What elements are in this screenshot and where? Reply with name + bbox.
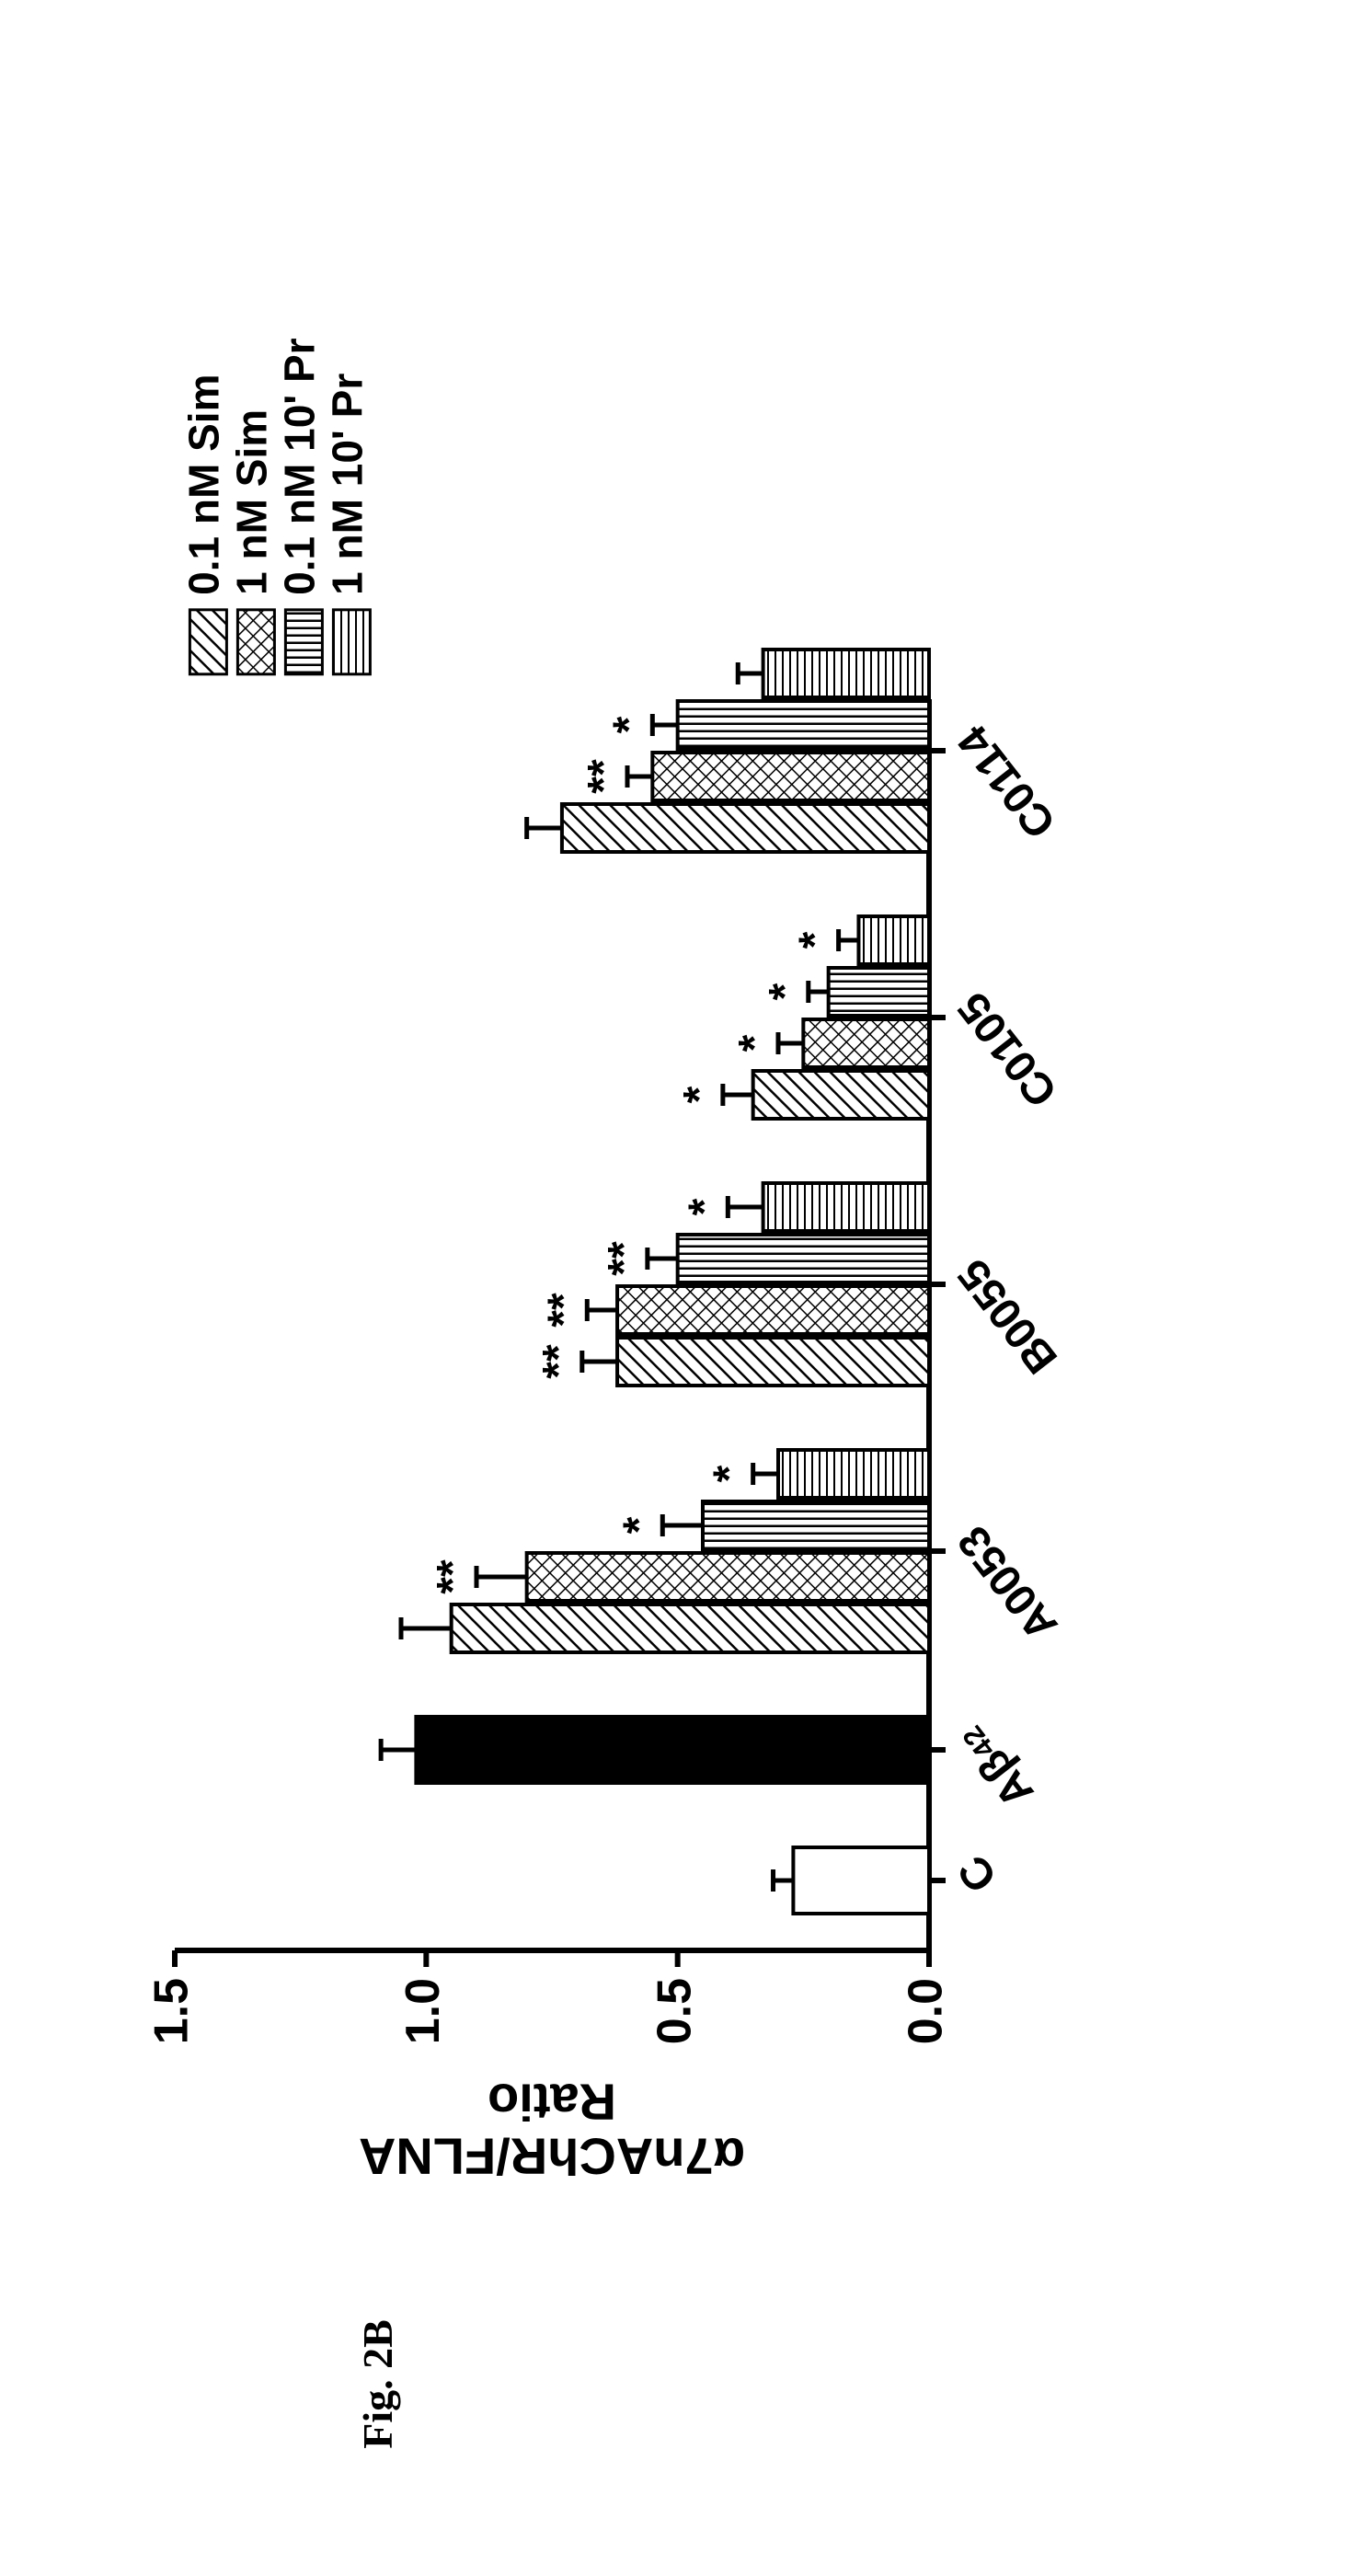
legend-label: 1 nM 10' Pr	[324, 374, 372, 595]
bar-A0053-s3	[703, 1501, 929, 1549]
figure-label: Fig. 2B	[353, 2319, 402, 2449]
legend-swatch	[333, 610, 370, 674]
chart-svg: 0.00.51.01.5α7nAChR/FLNARatio***********…	[120, 258, 1131, 2190]
page: Fig. 2B 0.00.51.01.5α7nAChR/FLNARatio***…	[0, 0, 1354, 2576]
legend-label: 0.1 nM Sim	[180, 374, 228, 595]
bar-C0105-s1	[753, 1071, 929, 1119]
legend-swatch	[237, 610, 274, 674]
significance-marker: *	[706, 1465, 754, 1482]
y-tick-label: 1.5	[145, 1978, 199, 2044]
legend-label: 0.1 nM 10' Pr	[276, 338, 324, 594]
significance-marker: *	[730, 1034, 779, 1052]
x-tick-label: C0105	[948, 983, 1067, 1116]
bar-C0114-s4	[763, 650, 929, 697]
significance-marker: *	[791, 931, 840, 949]
x-tick-label: C0114	[948, 716, 1065, 846]
bar-C0105-s4	[858, 916, 929, 964]
significance-marker: *	[680, 1198, 729, 1215]
y-axis-label: α7nAChR/FLNARatio	[359, 2074, 745, 2186]
legend-swatch	[285, 610, 322, 674]
significance-marker: *	[761, 983, 809, 1000]
significance-marker: **	[534, 1344, 583, 1379]
y-tick-label: 0.0	[900, 1978, 953, 2044]
significance-marker: **	[579, 759, 628, 794]
bar-C0114-s1	[562, 804, 929, 852]
bar-B0055-s4	[763, 1183, 929, 1231]
y-tick-label: 1.0	[396, 1978, 450, 2044]
significance-marker: *	[604, 716, 653, 733]
bar-B0055-s3	[678, 1235, 929, 1282]
significance-marker: *	[675, 1086, 724, 1103]
bar-A0053-s4	[778, 1450, 929, 1498]
bar-C0105-s3	[829, 968, 929, 1016]
bar-A0053-s2	[527, 1553, 929, 1601]
y-tick-label: 0.5	[648, 1978, 701, 2044]
x-tick-label: C	[948, 1846, 1006, 1902]
x-tick-label: B0055	[948, 1250, 1067, 1383]
bar-Aβ₄₂	[416, 1717, 929, 1783]
bar-C	[793, 1847, 929, 1914]
x-tick-label: Aβ42	[948, 1716, 1042, 1817]
significance-marker: **	[600, 1241, 648, 1276]
bar-C0105-s2	[803, 1019, 929, 1067]
legend-label: 1 nM Sim	[228, 409, 276, 595]
bar-B0055-s1	[617, 1338, 929, 1386]
significance-marker: **	[429, 1559, 477, 1594]
significance-marker: *	[614, 1516, 663, 1534]
bar-A0053-s1	[452, 1604, 929, 1652]
significance-marker: **	[539, 1293, 588, 1328]
bar-C0114-s2	[652, 753, 929, 800]
legend-swatch	[189, 610, 226, 674]
bar-chart: 0.00.51.01.5α7nAChR/FLNARatio***********…	[120, 258, 1131, 2190]
x-tick-label: A0053	[948, 1517, 1067, 1650]
bar-B0055-s2	[617, 1286, 929, 1334]
bar-C0114-s3	[678, 701, 929, 749]
